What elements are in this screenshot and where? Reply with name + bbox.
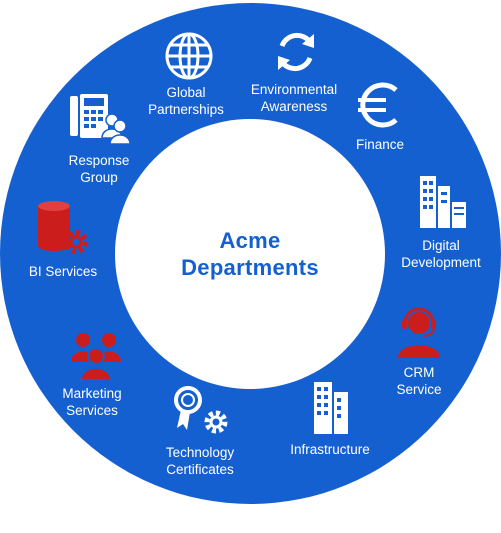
database-gear-icon — [38, 201, 88, 254]
segment-label-line: Group — [80, 170, 118, 185]
segment-label-line: Partnerships — [148, 102, 224, 117]
segment-label-line: Development — [401, 255, 481, 270]
segment-label-line: Awareness — [260, 99, 328, 114]
segment-label-line: Global — [166, 85, 206, 100]
globe-icon — [165, 32, 213, 80]
headset-agent-icon — [398, 307, 440, 358]
segment-label-line: Infrastructure — [290, 442, 370, 457]
center-title-line-2: Departments — [181, 255, 319, 280]
segment-label-line: CRM — [403, 365, 435, 380]
recycle-icon — [278, 32, 314, 72]
center-title-line-1: Acme — [219, 228, 281, 253]
segment-label-line: BI Services — [28, 264, 98, 279]
segment-label-line: Finance — [355, 137, 405, 152]
segment-label-line: Marketing — [62, 386, 122, 401]
phone-users-icon — [70, 94, 130, 144]
segment-label-line: Digital — [422, 238, 460, 253]
euro-icon — [358, 82, 398, 128]
segment-label-line: Services — [66, 403, 118, 418]
center-circle — [115, 119, 385, 389]
center-title: Acme Departments — [115, 119, 385, 389]
segment-label-line: Environmental — [250, 82, 338, 97]
buildings-server-icon — [420, 176, 466, 228]
segment-label-line: Certificates — [166, 462, 234, 477]
segment-label-line: Response — [68, 153, 130, 168]
people-group-icon — [71, 333, 121, 380]
segment-label-line: Technology — [165, 445, 235, 460]
certificate-gear-icon — [174, 386, 228, 434]
skyscraper-icon — [314, 382, 348, 434]
segment-label-line: Service — [396, 382, 442, 397]
